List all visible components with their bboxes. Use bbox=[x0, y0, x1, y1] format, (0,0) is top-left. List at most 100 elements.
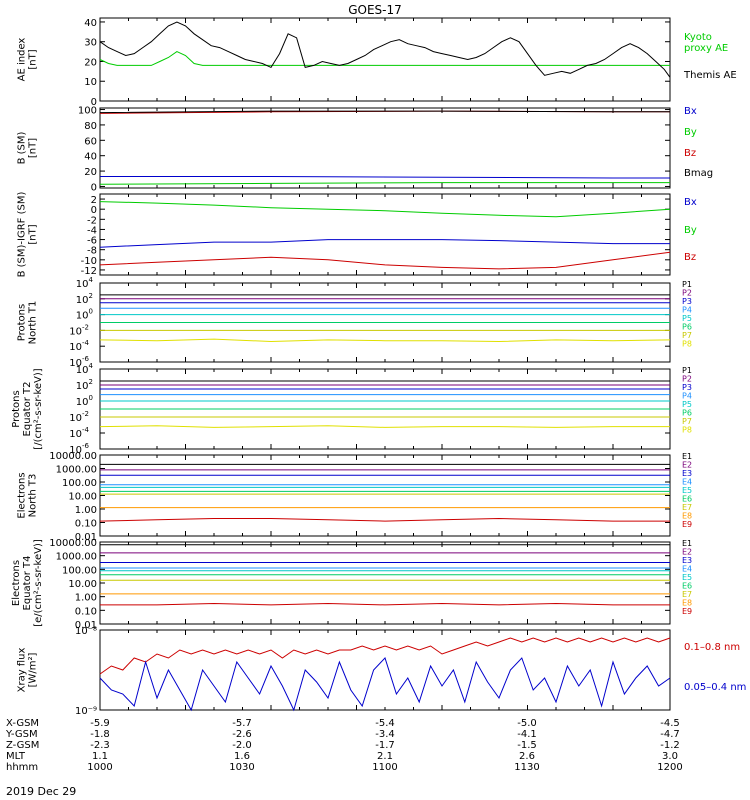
figure-title: GOES-17 bbox=[348, 3, 402, 17]
y-axis-label: ProtonsNorth T1 bbox=[17, 301, 39, 345]
series-line-e9 bbox=[99, 517, 670, 522]
x-axis-value: -1.2 bbox=[660, 740, 680, 751]
legend-label: E5 bbox=[682, 486, 692, 495]
x-axis-value: -2.6 bbox=[232, 729, 252, 740]
legend-label: P8 bbox=[682, 340, 692, 349]
legend-label: P4 bbox=[682, 392, 692, 401]
x-axis-value: 2.6 bbox=[519, 751, 535, 762]
legend-label: P3 bbox=[682, 383, 692, 392]
y-tick-label: 10000.00 bbox=[49, 538, 97, 549]
y-tick-label: 102 bbox=[76, 292, 93, 306]
legend-label: P1 bbox=[682, 366, 692, 375]
legend-label: P6 bbox=[682, 409, 692, 418]
y-tick-label: 0.10 bbox=[75, 606, 97, 617]
legend-label: E6 bbox=[682, 495, 692, 504]
legend-label: P3 bbox=[682, 297, 692, 306]
x-axis-value: 3.0 bbox=[662, 751, 678, 762]
legend-label: Bmag bbox=[684, 168, 713, 179]
series-line-0-1-0-8-nm bbox=[99, 637, 671, 675]
y-tick-label: 10⁻⁸ bbox=[75, 626, 97, 637]
legend-label: Bx bbox=[684, 197, 697, 208]
x-axis-row-label: X-GSM bbox=[6, 718, 39, 729]
legend-label: E3 bbox=[682, 556, 692, 565]
x-axis-value: -5.0 bbox=[517, 718, 537, 729]
series-line-0-05-0-4-nm bbox=[99, 657, 671, 712]
panel-ee: 0.01 0.10 1.00 10.00 100.00 1000.00 10000.00 El… bbox=[11, 538, 692, 631]
x-axis-value: 1000 bbox=[87, 762, 112, 773]
panel-db: -12-10-8-6-4-202 B (SM)-IGRF (SM)[nT] Bx By… bbox=[17, 192, 697, 278]
x-axis-row-label: Y-GSM bbox=[5, 729, 38, 740]
legend-label: E7 bbox=[682, 590, 692, 599]
y-tick-label: 100.00 bbox=[62, 478, 97, 489]
y-tick-label: 0 bbox=[91, 182, 97, 193]
legend-label: P2 bbox=[682, 375, 692, 384]
x-axis-value: 1100 bbox=[372, 762, 397, 773]
x-axis-row-label: MLT bbox=[6, 751, 26, 762]
legend-label: P4 bbox=[682, 306, 692, 315]
y-axis-label: ProtonsEquator T2[/(cm²-s-sr-keV)] bbox=[11, 368, 44, 449]
series-line-p8 bbox=[99, 338, 671, 343]
y-axis-label: AE index[nT] bbox=[17, 38, 39, 82]
x-axis-row-label: hhmm bbox=[6, 762, 38, 773]
legend-label: P7 bbox=[682, 417, 692, 426]
legend-label: Kyoto proxy AE bbox=[684, 32, 728, 54]
legend-label: E2 bbox=[682, 461, 692, 470]
series-line-by bbox=[99, 182, 670, 185]
series-line-kyoto-proxy-ae bbox=[99, 51, 670, 66]
y-tick-label: 0.01 bbox=[75, 532, 97, 543]
y-tick-label: 10-2 bbox=[69, 410, 89, 424]
y-tick-label: 60 bbox=[84, 136, 97, 147]
y-axis-label: B (SM)-IGRF (SM)[nT] bbox=[17, 192, 39, 278]
legend-label: Bz bbox=[684, 252, 696, 263]
legend-label: P1 bbox=[682, 280, 692, 289]
legend-label: Bx bbox=[684, 106, 697, 117]
x-axis-value: -5.4 bbox=[375, 718, 395, 729]
y-tick-label: 10⁻⁹ bbox=[75, 706, 97, 717]
series-line-bx bbox=[99, 239, 670, 248]
legend-label: P2 bbox=[682, 289, 692, 298]
y-tick-label: 20 bbox=[84, 167, 97, 178]
panel-frame bbox=[99, 541, 671, 625]
y-tick-label: 1.00 bbox=[75, 593, 97, 604]
x-axis-value: -4.7 bbox=[660, 729, 680, 740]
panel-b: 0 20 40 60 80 100 B (SM)[nT] Bx By Bz Bmag bbox=[17, 106, 714, 194]
legend-label: P8 bbox=[682, 426, 692, 435]
y-tick-label: -12 bbox=[81, 266, 97, 277]
legend-label: E8 bbox=[682, 512, 692, 521]
y-tick-label: 40 bbox=[84, 18, 97, 29]
y-tick-label: 0.01 bbox=[75, 620, 97, 631]
y-tick-label: 100 bbox=[76, 394, 93, 408]
legend-label: By bbox=[684, 225, 697, 236]
y-tick-label: 80 bbox=[84, 121, 97, 132]
y-tick-label: 10-4 bbox=[69, 426, 89, 440]
legend-label: Bz bbox=[684, 148, 696, 159]
panel-frame bbox=[99, 193, 671, 276]
x-axis-value: 1.1 bbox=[92, 751, 108, 762]
panel-frame bbox=[99, 454, 671, 537]
legend-label: P7 bbox=[682, 331, 692, 340]
legend-label: E4 bbox=[682, 478, 692, 487]
x-axis-value: 1200 bbox=[657, 762, 682, 773]
legend-label: E9 bbox=[682, 520, 692, 529]
x-axis-value: -5.7 bbox=[232, 718, 252, 729]
x-axis-value: 1030 bbox=[229, 762, 254, 773]
x-axis-value: -1.7 bbox=[375, 740, 395, 751]
y-tick-label: 10.00 bbox=[68, 579, 97, 590]
legend-label: P5 bbox=[682, 400, 692, 409]
y-tick-label: 20 bbox=[84, 57, 97, 68]
series-line-by bbox=[99, 201, 671, 218]
series-line-e9 bbox=[100, 602, 670, 606]
y-tick-label: 100 bbox=[78, 106, 97, 117]
legend-label: P5 bbox=[682, 314, 692, 323]
y-tick-label: -6 bbox=[87, 236, 97, 247]
y-tick-label: 10-2 bbox=[69, 323, 89, 337]
date-label: 2019 Dec 29 bbox=[6, 785, 76, 798]
y-tick-label: 1000.00 bbox=[56, 465, 97, 476]
y-tick-label: 10 bbox=[84, 77, 97, 88]
y-tick-label: 40 bbox=[84, 152, 97, 163]
y-tick-label: 100 bbox=[76, 308, 93, 322]
x-axis-value: -2.0 bbox=[232, 740, 252, 751]
